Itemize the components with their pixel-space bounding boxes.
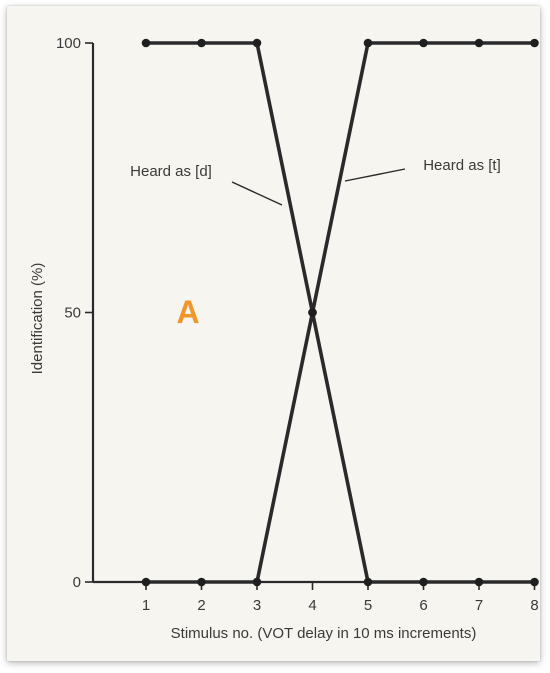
x-tick-label-7: 7	[475, 597, 483, 614]
y-axis-title: Identification (%)	[29, 263, 46, 375]
data-point-heard-as-d-3	[252, 38, 262, 48]
heard-as-t-label: Heard as [t]	[423, 157, 501, 174]
data-point-heard-as-t-5	[363, 38, 373, 48]
panel-label: A	[176, 294, 199, 330]
data-point-heard-as-t-6	[419, 38, 428, 48]
data-point-heard-as-t-2	[197, 577, 206, 587]
series-line-heard-as-d	[144, 41, 537, 584]
x-tick-label-1: 1	[142, 597, 150, 614]
data-point-heard-as-t-3	[252, 577, 262, 587]
heard-as-d-leader-line	[231, 181, 283, 206]
x-tick-label-3: 3	[253, 597, 261, 614]
data-point-heard-as-d-8	[530, 577, 539, 587]
annotations: Heard as [d] Heard as [t]	[130, 157, 501, 206]
x-tick-label-2: 2	[197, 597, 205, 614]
data-point-heard-as-d-1	[141, 38, 151, 48]
heard-as-d-label: Heard as [d]	[130, 163, 212, 180]
x-tick-label-6: 6	[419, 597, 427, 614]
data-point-heard-as-d-6	[419, 577, 428, 587]
x-tick-label-4: 4	[308, 597, 316, 614]
data-point-heard-as-t-1	[141, 577, 151, 587]
series-line-heard-as-t	[144, 41, 537, 584]
data-point-heard-as-d-2	[197, 38, 206, 48]
data-point-heard-as-t-4	[308, 308, 317, 317]
y-tick-label-100: 100	[56, 35, 81, 52]
heard-as-t-leader-line	[344, 168, 406, 182]
y-tick-label-0: 0	[73, 574, 81, 591]
y-tick-label-50: 50	[64, 305, 81, 322]
x-ticks: 1 2 3 4 5 6 7 8	[142, 582, 539, 614]
x-tick-label-5: 5	[364, 597, 372, 614]
y-ticks: 0 50 100	[56, 35, 93, 591]
x-tick-label-8: 8	[530, 597, 538, 614]
x-axis-title: Stimulus no. (VOT delay in 10 ms increme…	[171, 625, 477, 642]
data-point-heard-as-t-7	[474, 38, 484, 48]
data-point-heard-as-t-8	[530, 38, 539, 48]
data-point-heard-as-d-5	[363, 577, 373, 587]
series-layer	[141, 38, 539, 587]
data-point-heard-as-d-7	[474, 577, 484, 587]
